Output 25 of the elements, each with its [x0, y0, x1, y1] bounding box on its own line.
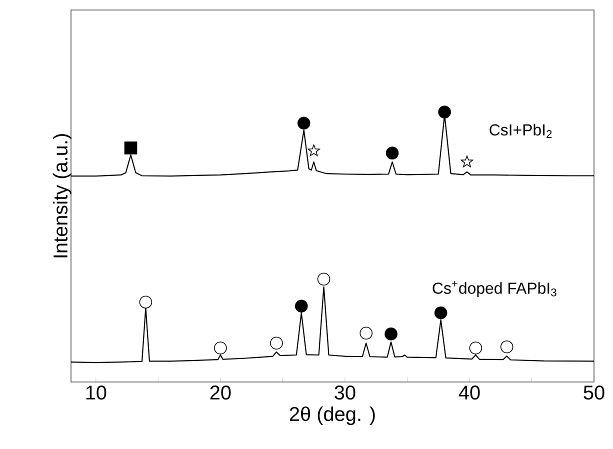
- x-tick-label: 40: [458, 386, 480, 400]
- point: [270, 336, 283, 350]
- point: [139, 296, 152, 308]
- point: [297, 116, 310, 130]
- point: [294, 300, 308, 313]
- point: [308, 144, 320, 156]
- x-tick-label: 10: [86, 386, 106, 400]
- point: [386, 146, 399, 160]
- point: [384, 328, 398, 340]
- annotation: Cs$^{+}$doped FAPbI$_{3}$: [432, 281, 556, 297]
- point: [438, 106, 451, 118]
- point: [124, 142, 138, 154]
- point: [460, 156, 474, 168]
- point: [500, 340, 514, 354]
- x-tick-label: 50: [584, 386, 604, 400]
- point: [360, 326, 373, 340]
- x-axis-title: 2θ (deg. ): [290, 406, 375, 426]
- point: [214, 342, 227, 354]
- point: [317, 272, 330, 286]
- x-tick-label: 30: [334, 386, 356, 400]
- y-axis-title: Intensity (a.u.): [52, 134, 72, 258]
- annotation: CsI+PbI$_{2}$: [490, 124, 552, 138]
- point: [469, 342, 482, 354]
- x-tick-label: 20: [210, 386, 231, 400]
- point: [434, 306, 448, 320]
